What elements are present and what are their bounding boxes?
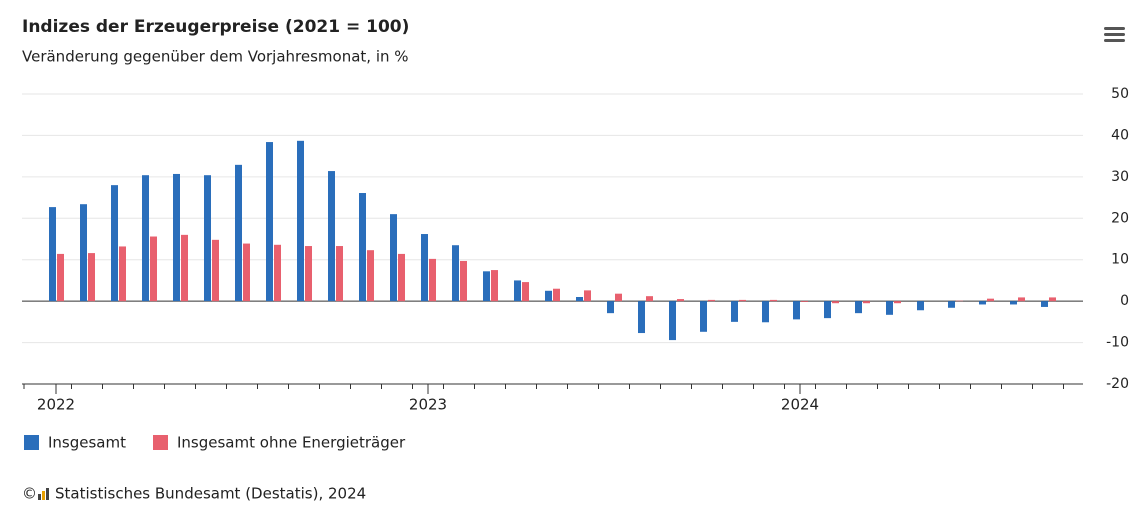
y-tick-label: -20 (1106, 376, 1129, 392)
bar (700, 301, 707, 332)
bar (1010, 301, 1017, 304)
bar (150, 237, 157, 302)
bar (607, 301, 614, 313)
bar (328, 171, 335, 301)
chart-title: Indizes der Erzeugerpreise (2021 = 100) (22, 17, 409, 37)
bar (514, 280, 521, 301)
bar (212, 240, 219, 301)
bar (948, 301, 955, 308)
logo-bar (42, 491, 45, 500)
bar (677, 299, 684, 301)
bar (646, 296, 653, 301)
bar (793, 301, 800, 319)
bar (1018, 297, 1025, 301)
x-tick-label: 2024 (781, 396, 819, 414)
bar (824, 301, 831, 318)
bar (235, 165, 242, 301)
bar (584, 290, 591, 301)
bar (576, 297, 583, 301)
bar (421, 234, 428, 301)
bar (770, 300, 777, 301)
x-tick-label: 2022 (37, 396, 75, 414)
bar (305, 246, 312, 301)
bar (638, 301, 645, 333)
bar (297, 141, 304, 301)
copyright: © (22, 485, 37, 503)
bar (917, 301, 924, 310)
bar (739, 300, 746, 301)
bar (80, 204, 87, 301)
bar (1049, 297, 1056, 301)
bar (801, 301, 808, 302)
legend-swatch (24, 435, 39, 450)
bar (111, 185, 118, 301)
bar (367, 250, 374, 301)
menu-bar[interactable] (1104, 27, 1125, 30)
bar (855, 301, 862, 313)
credit: Statistisches Bundesamt (Destatis), 2024 (55, 485, 366, 503)
bar (398, 254, 405, 301)
legend-swatch (153, 435, 168, 450)
y-tick-label: 50 (1111, 86, 1129, 102)
bar (522, 282, 529, 301)
menu-bar[interactable] (1104, 33, 1125, 36)
bar (57, 254, 64, 301)
destatis-logo (38, 488, 49, 500)
legend-label: Insgesamt (48, 434, 126, 452)
bar (119, 246, 126, 301)
legend-label: Insgesamt ohne Energieträger (177, 434, 406, 452)
bar (142, 175, 149, 301)
bar (894, 301, 901, 303)
y-tick-label: 30 (1111, 169, 1129, 185)
bar (390, 214, 397, 301)
bar (266, 142, 273, 301)
bar (762, 301, 769, 322)
bar (49, 207, 56, 301)
menu-bar[interactable] (1104, 39, 1125, 42)
bar (832, 301, 839, 303)
bar (987, 299, 994, 301)
bar (863, 301, 870, 303)
logo-bar (38, 494, 41, 500)
y-tick-label: 20 (1111, 210, 1129, 226)
bar (731, 301, 738, 322)
bar (173, 174, 180, 301)
bar (243, 244, 250, 302)
bar (669, 301, 676, 340)
bar (452, 245, 459, 301)
bar (181, 235, 188, 301)
menu-button[interactable] (1102, 24, 1126, 44)
bar (204, 175, 211, 301)
chart-subtitle: Veränderung gegenüber dem Vorjahresmonat… (22, 48, 409, 66)
logo-bar (46, 488, 49, 500)
y-tick-label: -10 (1106, 335, 1129, 351)
bar (545, 291, 552, 301)
bar (460, 261, 467, 301)
bar (886, 301, 893, 315)
y-tick-label: 40 (1111, 127, 1129, 143)
bar (553, 289, 560, 301)
bar (359, 193, 366, 301)
bar (615, 294, 622, 301)
bar (491, 270, 498, 301)
bar (708, 300, 715, 301)
y-tick-label: 0 (1120, 293, 1129, 309)
bar (979, 301, 986, 304)
bar (483, 271, 490, 301)
bar (336, 246, 343, 301)
bar (274, 245, 281, 301)
x-tick-label: 2023 (409, 396, 447, 414)
y-tick-label: 10 (1111, 252, 1129, 268)
bar (429, 259, 436, 301)
bar (88, 253, 95, 301)
bar (1041, 301, 1048, 307)
